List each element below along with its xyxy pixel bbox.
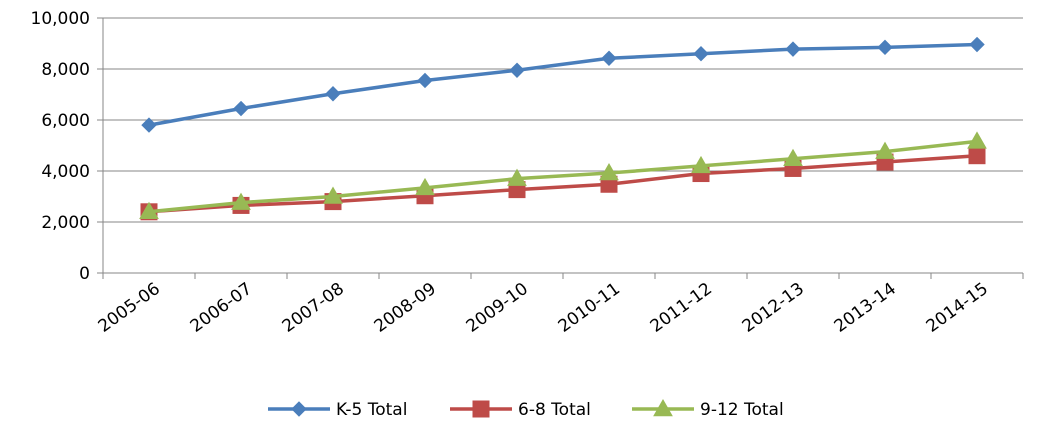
series-1 xyxy=(140,147,986,221)
data-point-triangle xyxy=(599,163,619,181)
data-point-diamond xyxy=(325,86,341,102)
data-point-triangle xyxy=(967,131,987,149)
x-tick-label: 2005-06 xyxy=(95,279,164,337)
data-point-triangle xyxy=(323,186,343,204)
series-0 xyxy=(141,36,985,133)
legend-marker xyxy=(653,398,673,417)
legend-item: K-5 Total xyxy=(268,400,407,420)
legend-marker xyxy=(291,401,307,417)
series-line xyxy=(148,153,978,214)
data-point-triangle xyxy=(691,155,711,174)
x-tick-label: 2012-13 xyxy=(739,279,808,337)
data-point-diamond xyxy=(141,117,157,133)
grid-lines xyxy=(103,17,1023,223)
data-point-square xyxy=(968,147,986,165)
x-tick-label: 2007-08 xyxy=(279,279,348,337)
data-point-diamond xyxy=(785,41,801,57)
x-tick-label: 2006-07 xyxy=(187,279,256,337)
data-point-triangle xyxy=(231,192,251,210)
data-point-diamond xyxy=(509,62,525,78)
y-tick-label: 8,000 xyxy=(41,60,90,80)
x-tick-label: 2011-12 xyxy=(647,279,716,337)
legend-item: 9-12 Total xyxy=(632,398,784,420)
legend: K-5 Total 6-8 Total 9-12 Total xyxy=(268,398,784,420)
y-tick-label: 4,000 xyxy=(41,162,90,182)
data-point-triangle xyxy=(415,177,435,196)
series-line xyxy=(148,42,978,127)
legend-item: 6-8 Total xyxy=(450,400,591,420)
y-tick-label: 6,000 xyxy=(41,111,90,131)
legend-label: K-5 Total xyxy=(336,400,407,420)
data-point-triangle xyxy=(783,148,803,167)
series-line xyxy=(148,139,978,214)
data-point-diamond xyxy=(417,72,433,89)
legend-label: 9-12 Total xyxy=(700,400,784,420)
x-tick-label: 2009-10 xyxy=(463,279,532,337)
data-point-triangle xyxy=(507,168,527,186)
data-point-diamond xyxy=(233,100,249,117)
legend-marker xyxy=(472,400,490,418)
data-point-triangle xyxy=(139,201,159,220)
data-point-triangle xyxy=(875,141,895,159)
x-axis: 2005-06 2006-07 2007-08 2008-09 2009-10 2010-… xyxy=(95,272,1024,337)
legend-label: 6-8 Total xyxy=(518,400,591,420)
x-tick-label: 2013-14 xyxy=(831,279,900,337)
data-point-diamond xyxy=(877,39,893,56)
y-tick-label: 2,000 xyxy=(41,213,90,233)
series-layer xyxy=(139,36,987,221)
series-2 xyxy=(139,131,987,220)
y-axis: 0 2,000 4,000 6,000 8,000 10,000 xyxy=(31,9,104,284)
x-tick-label: 2014-15 xyxy=(923,279,992,337)
x-tick-label: 2010-11 xyxy=(555,279,624,337)
data-point-diamond xyxy=(969,36,985,53)
y-tick-label: 0 xyxy=(79,264,90,284)
y-tick-label: 10,000 xyxy=(31,9,90,29)
data-point-diamond xyxy=(693,45,709,62)
x-tick-label: 2008-09 xyxy=(371,279,440,337)
data-point-diamond xyxy=(601,50,617,66)
